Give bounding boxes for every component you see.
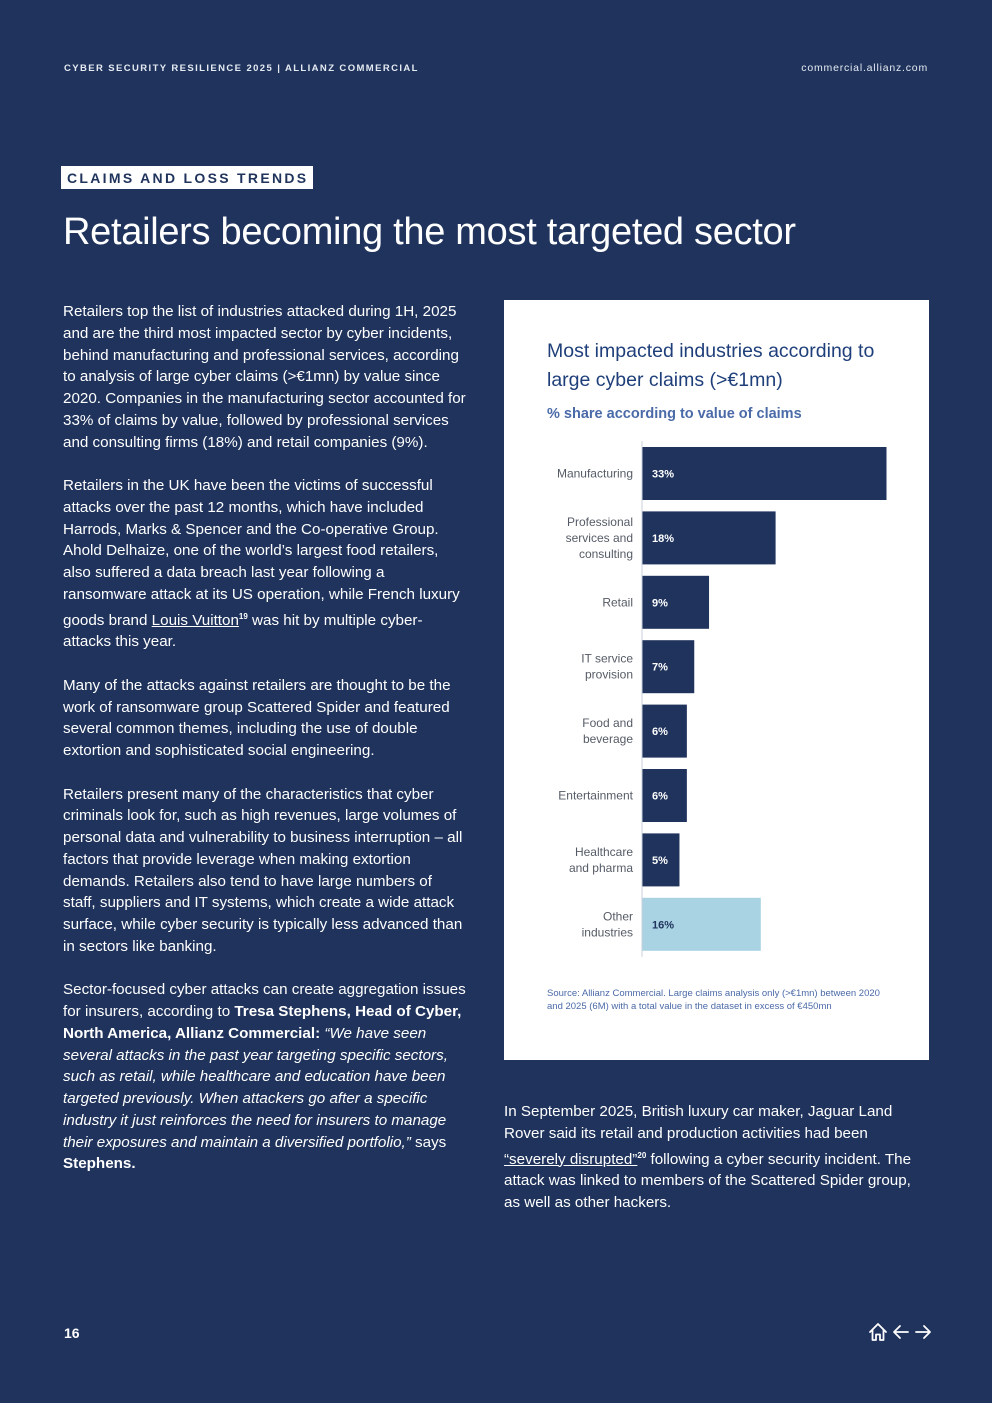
bar-value-label: 18% [652,533,674,545]
paragraph-1: Retailers top the list of industries att… [63,303,466,451]
footnote-20: 20 [637,1150,647,1160]
category-label-line: industries [582,925,633,939]
paragraph-jlr-text: In September 2025, British luxury car ma… [504,1103,893,1142]
category-label: IT service provision [581,652,633,682]
chart-subtitle: % share according to value of claims [547,406,802,422]
right-column: In September 2025, British luxury car ma… [504,1101,914,1214]
arrow-left-icon[interactable] [892,1322,910,1342]
arrow-right-icon[interactable] [914,1322,932,1342]
bar [642,511,776,565]
left-column: Retailers top the list of industries att… [63,301,468,1197]
category-label-line: Other [603,909,633,923]
speaker-name: Tresa Stephens, Head of Cyber, North Ame… [63,1003,462,1042]
home-icon[interactable] [868,1322,888,1342]
category-label-line: Retail [602,595,633,609]
category-label-line: Professional [567,515,633,529]
category-label-line: Food and [582,716,633,730]
bar-value-label: 6% [652,726,668,738]
severely-disrupted-link[interactable]: “severely disrupted” [504,1150,638,1168]
paragraph-jlr-text-end: following a cyber security incident. The… [504,1150,912,1212]
category-label: Manufacturing [557,467,633,481]
bar [642,575,710,629]
bar [642,447,887,500]
paragraph-3: Many of the attacks against retailers ar… [63,676,451,759]
speaker-quote: “We have seen several attacks in the pas… [63,1024,448,1151]
paragraph-2-text: Retailers in the UK have been the victim… [63,477,460,629]
category-label: Retail [602,595,633,609]
bar-value-label: 5% [652,855,668,867]
category-label-line: provision [585,668,633,682]
category-label-line: beverage [583,732,633,746]
category-label-line: and pharma [569,861,633,875]
category-label-line: Entertainment [558,789,633,803]
paragraph-5-intro: Sector-focused cyber attacks can create … [63,981,466,1020]
paragraph-jlr: In September 2025, British luxury car ma… [504,1101,914,1214]
category-label-line: consulting [579,547,633,561]
category-label: Other industries [582,909,633,939]
category-label-line: IT service [581,652,633,666]
speaker-surname: Stephens. [63,1155,136,1173]
bar-chart: 33% Manufacturing 18% Professional services … [557,441,887,957]
bar [642,769,687,822]
category-label: Healthcare and pharma [569,845,633,875]
bar-value-label: 9% [652,597,668,609]
category-label-line: Manufacturing [557,467,633,481]
bar-value-label: 6% [652,791,668,803]
footer-navigation [868,1322,932,1342]
bar [642,640,695,694]
category-label: Professional services and consulting [566,515,633,561]
bar-value-label: 33% [652,469,674,481]
paragraph-4: Retailers present many of the characteri… [63,785,463,955]
header-publication-title: CYBER SECURITY RESILIENCE 2025 | ALLIANZ… [64,63,419,74]
chart-source: Source: Allianz Commercial. Large claims… [547,988,880,1012]
category-label: Food and beverage [582,716,633,746]
category-label-line: services and [566,531,633,545]
louis-vuitton-link[interactable]: Louis Vuitton [151,611,239,629]
chart-card: Most impacted industries according to la… [504,300,929,1060]
category-label: Entertainment [558,789,633,803]
bar [642,704,687,758]
header-website-link[interactable]: commercial.allianz.com [801,62,928,74]
section-tag: CLAIMS AND LOSS TRENDS [61,166,314,189]
bar [642,833,680,887]
paragraph-2: Retailers in the UK have been the victim… [63,475,468,653]
paragraph-5: Sector-focused cyber attacks can create … [63,979,468,1175]
bar-value-label: 7% [652,662,668,674]
page-number: 16 [64,1325,80,1341]
category-label-line: Healthcare [575,845,633,859]
bar-value-label: 16% [652,919,674,931]
paragraph-2-text-end: was hit by multiple cyber-attacks this y… [63,611,423,651]
footnote-19: 19 [238,611,248,621]
page-title: Retailers becoming the most targeted sec… [63,211,796,253]
chart-title: Most impacted industries according to la… [547,340,875,391]
bar [642,897,761,951]
says-text: says [410,1133,447,1151]
